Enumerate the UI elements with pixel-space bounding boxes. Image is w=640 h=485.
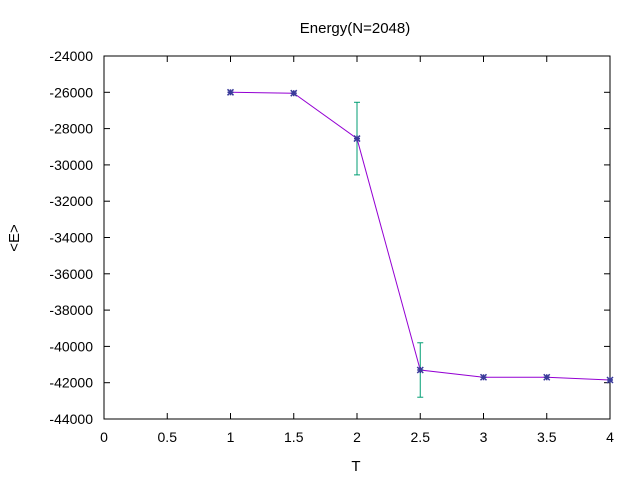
data-point-stroke <box>543 373 551 381</box>
x-tick-label: 2.5 <box>411 429 431 445</box>
y-tick-label: -40000 <box>49 338 93 354</box>
data-point <box>606 376 614 384</box>
x-tick-label: 2 <box>353 429 361 445</box>
series-line <box>230 91 611 381</box>
data-point <box>416 366 424 374</box>
y-tick-label: -36000 <box>49 266 93 282</box>
data-point <box>353 135 361 143</box>
y-tick-label: -30000 <box>49 157 93 173</box>
x-tick-label: 3.5 <box>537 429 557 445</box>
x-tick-label: 4 <box>606 429 614 445</box>
data-point-stroke <box>479 373 488 381</box>
y-tick-label: -42000 <box>49 375 93 391</box>
x-tick-label: 3 <box>480 429 488 445</box>
data-point-stroke <box>353 135 361 143</box>
x-tick-label: 1.5 <box>284 429 304 445</box>
x-tick-label: 0 <box>100 429 108 445</box>
data-point <box>290 89 298 97</box>
y-tick-label: -44000 <box>49 411 93 427</box>
x-tick-label: 0.5 <box>158 429 178 445</box>
x-tick-label: 1 <box>227 429 235 445</box>
data-point <box>479 373 488 381</box>
y-tick-label: -28000 <box>49 121 93 137</box>
y-tick-label: -38000 <box>49 302 93 318</box>
x-axis-ticks: 0 0.5 1 1.5 2 2.5 3 3.5 4 <box>100 56 614 445</box>
y-tick-label: -26000 <box>49 84 93 100</box>
data-point-stroke <box>606 376 614 384</box>
data-point-stroke <box>226 88 235 96</box>
data-point-stroke <box>416 366 424 374</box>
data-point <box>226 88 235 96</box>
data-point <box>543 373 551 381</box>
y-tick-label: -32000 <box>49 193 93 209</box>
y-tick-label: -34000 <box>49 230 93 246</box>
x-axis-label: T <box>351 458 360 475</box>
y-tick-label: -24000 <box>49 48 93 64</box>
series-layer <box>226 88 614 398</box>
chart-title: Energy(N=2048) <box>300 20 410 37</box>
y-axis-ticks: -24000 -26000 -28000 -30000 -32000 -34000 -360… <box>49 48 610 427</box>
y-axis-label: <E> <box>6 224 23 252</box>
data-point-stroke <box>290 89 298 97</box>
